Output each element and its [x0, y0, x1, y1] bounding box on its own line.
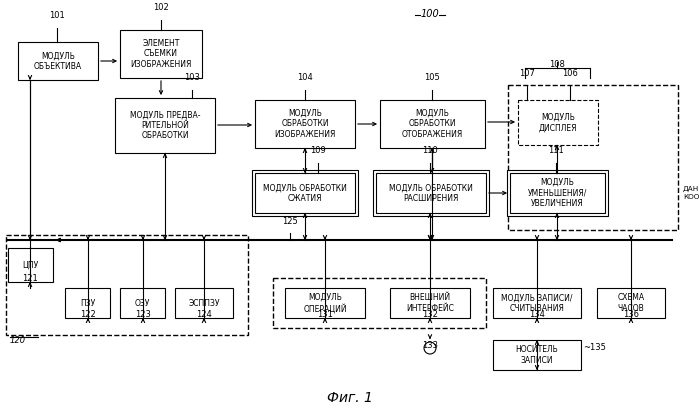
Text: 109: 109: [310, 146, 326, 155]
Text: 104: 104: [297, 73, 313, 82]
Bar: [18, 42, 98, 80]
Text: 124: 124: [196, 310, 212, 319]
Text: ВНЕШНИЙ
ИНТЕРФЕЙС: ВНЕШНИЙ ИНТЕРФЕЙС: [406, 293, 454, 313]
Bar: [380, 100, 485, 148]
Text: 132: 132: [422, 310, 438, 319]
Text: НОСИТЕЛЬ
ЗАПИСИ: НОСИТЕЛЬ ЗАПИСИ: [516, 345, 559, 365]
Text: 133: 133: [422, 341, 438, 350]
Text: 125: 125: [282, 217, 298, 226]
Bar: [373, 170, 489, 216]
Text: МОДУЛЬ
ДИСПЛЕЯ: МОДУЛЬ ДИСПЛЕЯ: [539, 113, 577, 132]
Bar: [255, 100, 355, 148]
Text: ЭСППЗУ: ЭСППЗУ: [188, 299, 219, 307]
Text: МОДУЛЬ
ОБЪЕКТИВА: МОДУЛЬ ОБЪЕКТИВА: [34, 51, 82, 71]
Text: МОДУЛЬ ПРЕДВА-
РИТЕЛЬНОЙ
ОБРАБОТКИ: МОДУЛЬ ПРЕДВА- РИТЕЛЬНОЙ ОБРАБОТКИ: [130, 110, 200, 140]
Text: 101: 101: [49, 11, 65, 20]
Text: МОДУЛЬ ОБРАБОТКИ
СЖАТИЯ: МОДУЛЬ ОБРАБОТКИ СЖАТИЯ: [263, 183, 347, 203]
Text: МОДУЛЬ
ОБРАБОТКИ
ОТОБРАЖЕНИЯ: МОДУЛЬ ОБРАБОТКИ ОТОБРАЖЕНИЯ: [402, 109, 463, 139]
Text: МОДУЛЬ
ОБРАБОТКИ
ИЗОБРАЖЕНИЯ: МОДУЛЬ ОБРАБОТКИ ИЗОБРАЖЕНИЯ: [274, 109, 336, 139]
Text: 110: 110: [422, 146, 438, 155]
Text: ~135: ~135: [583, 344, 606, 352]
Text: 136: 136: [623, 310, 639, 319]
Text: СХЕМА
ЧАСОВ: СХЕМА ЧАСОВ: [617, 293, 644, 313]
Bar: [255, 173, 355, 213]
Text: 102: 102: [153, 3, 169, 12]
Text: МОДУЛЬ ОБРАБОТКИ
РАСШИРЕНИЯ: МОДУЛЬ ОБРАБОТКИ РАСШИРЕНИЯ: [389, 183, 473, 203]
Bar: [6, 235, 248, 335]
Bar: [510, 173, 605, 213]
Text: Фиг. 1: Фиг. 1: [326, 391, 373, 405]
Text: 107: 107: [519, 69, 535, 78]
Text: 123: 123: [135, 310, 151, 319]
Text: ДАННЫЕ
КООРДИНАТ: ДАННЫЕ КООРДИНАТ: [683, 186, 699, 199]
Text: МОДУЛЬ
ОПЕРАЦИЙ: МОДУЛЬ ОПЕРАЦИЙ: [303, 293, 347, 313]
Bar: [376, 173, 486, 213]
Bar: [120, 30, 202, 78]
Bar: [120, 288, 165, 318]
Text: 103: 103: [184, 73, 200, 82]
Text: ОЗУ: ОЗУ: [135, 299, 150, 307]
Text: 121: 121: [22, 274, 38, 283]
Bar: [115, 98, 215, 153]
Text: 120: 120: [10, 336, 26, 345]
Text: ЦПУ: ЦПУ: [22, 260, 38, 270]
Bar: [65, 288, 110, 318]
Bar: [597, 288, 665, 318]
Bar: [175, 288, 233, 318]
Bar: [273, 278, 486, 328]
Text: 106: 106: [562, 69, 578, 78]
Bar: [507, 170, 608, 216]
Bar: [493, 288, 581, 318]
Text: 111: 111: [548, 146, 564, 155]
Bar: [252, 170, 358, 216]
Bar: [508, 85, 678, 230]
Text: 122: 122: [80, 310, 96, 319]
Text: ЭЛЕМЕНТ
СЪЕМКИ
ИЗОБРАЖЕНИЯ: ЭЛЕМЕНТ СЪЕМКИ ИЗОБРАЖЕНИЯ: [130, 39, 192, 69]
Bar: [8, 248, 53, 282]
Text: 131: 131: [317, 310, 333, 319]
Text: МОДУЛЬ ЗАПИСИ/
СЧИТЫВАНИЯ: МОДУЛЬ ЗАПИСИ/ СЧИТЫВАНИЯ: [501, 293, 572, 313]
Text: ПЗУ: ПЗУ: [80, 299, 95, 307]
Bar: [518, 100, 598, 145]
Bar: [390, 288, 470, 318]
Bar: [493, 340, 581, 370]
Text: 100: 100: [421, 9, 440, 19]
Text: 105: 105: [424, 73, 440, 82]
Text: 108: 108: [549, 60, 565, 69]
Text: 134: 134: [529, 310, 545, 319]
Bar: [285, 288, 365, 318]
Text: МОДУЛЬ
УМЕНЬШЕНИЯ/
УВЕЛИЧЕНИЯ: МОДУЛЬ УМЕНЬШЕНИЯ/ УВЕЛИЧЕНИЯ: [528, 178, 587, 208]
